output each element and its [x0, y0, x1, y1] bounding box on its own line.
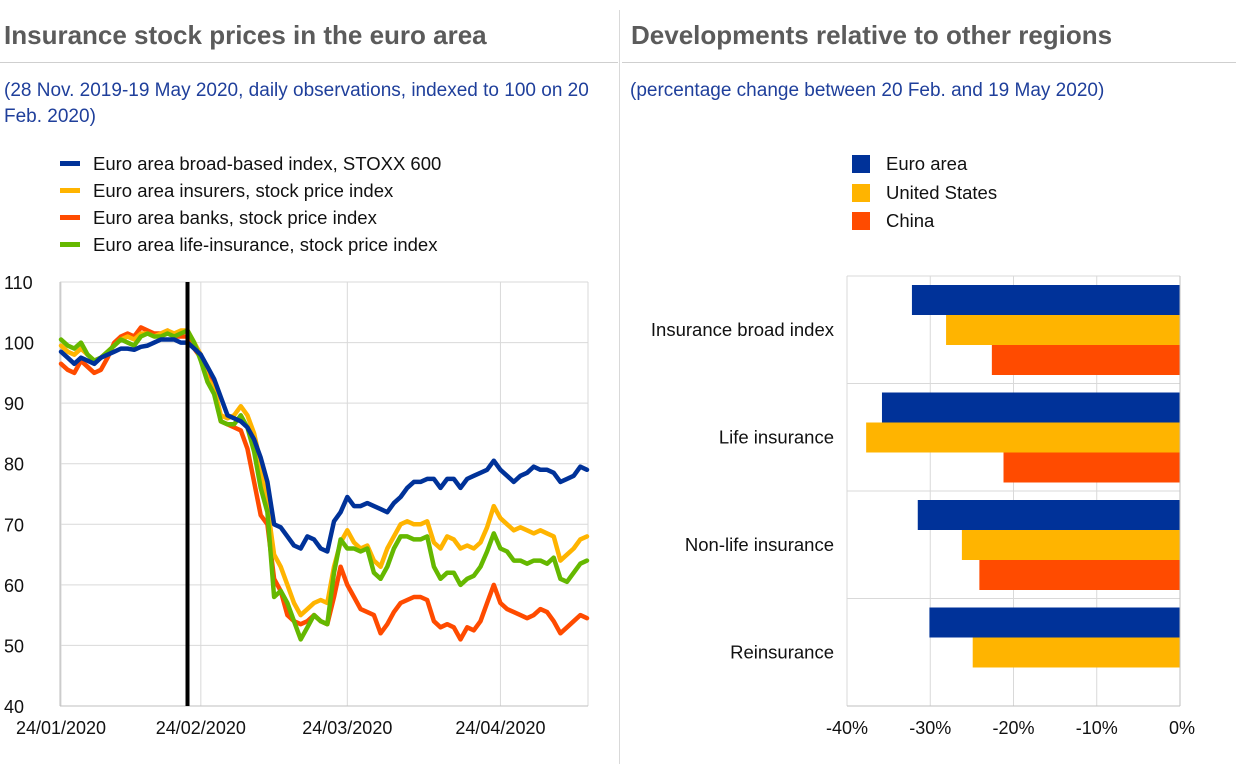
right-title-rule [622, 62, 1236, 63]
series-line-life [58, 328, 590, 642]
x-tick-label: 0% [1169, 718, 1195, 738]
legend-item-banks: Euro area banks, stock price index [60, 204, 441, 231]
bar [991, 345, 1180, 375]
bar [961, 530, 1180, 560]
series-line-insurers [58, 328, 590, 618]
y-tick-label: 40 [4, 697, 24, 717]
legend-label: Euro area insurers, stock price index [93, 179, 394, 201]
category-label: Reinsurance [730, 641, 834, 662]
legend-swatch [60, 188, 80, 193]
legend-item-2: China [852, 207, 997, 236]
legend-swatch [852, 183, 870, 202]
legend-swatch [60, 242, 80, 247]
legend-item-1: United States [852, 179, 997, 208]
left-panel: Insurance stock prices in the euro area … [0, 0, 618, 764]
x-tick-label: -30% [909, 718, 951, 738]
legend-item-broad: Euro area broad-based index, STOXX 600 [60, 150, 441, 177]
bar [972, 637, 1180, 668]
left-chart-title: Insurance stock prices in the euro area [4, 20, 487, 50]
y-tick-label: 50 [4, 636, 24, 656]
right-chart-subtitle: (percentage change between 20 Feb. and 1… [630, 80, 1105, 101]
right-panel: Developments relative to other regions (… [622, 0, 1240, 764]
left-chart-subtitle: (28 Nov. 2019-19 May 2020, daily observa… [4, 80, 589, 127]
x-tick-label: 24/03/2020 [302, 718, 392, 738]
legend-swatch [60, 215, 80, 220]
bar [979, 560, 1180, 590]
bar [946, 315, 1180, 345]
legend-label: China [886, 210, 935, 232]
legend-label: Euro area life-insurance, stock price in… [93, 233, 438, 255]
legend-item-0: Euro area [852, 150, 997, 179]
series-line-broad [58, 337, 590, 554]
bar-chart: -40% -30% -20% -10% 0% Insurance broad index L… [651, 275, 1195, 738]
bar [866, 422, 1180, 453]
x-tick-label: 24/02/2020 [156, 718, 246, 738]
bar [1003, 452, 1180, 483]
x-tick-label: 24/01/2020 [16, 718, 106, 738]
x-tick-label: -40% [826, 718, 868, 738]
y-tick-label: 60 [4, 576, 24, 596]
panel-divider [619, 10, 620, 764]
y-tick-label: 70 [4, 515, 24, 535]
legend-label: Euro area banks, stock price index [93, 206, 377, 228]
legend-swatch [852, 155, 870, 174]
category-label: Non-life insurance [685, 534, 834, 555]
bar [917, 500, 1180, 530]
category-label: Life insurance [719, 426, 834, 447]
legend-label: Euro area broad-based index, STOXX 600 [93, 152, 442, 174]
y-tick-label: 100 [4, 334, 34, 354]
legend-swatch [852, 212, 870, 231]
legend-item-life: Euro area life-insurance, stock price in… [60, 231, 441, 258]
y-tick-label: 110 [4, 273, 33, 293]
y-tick-label: 90 [4, 394, 24, 414]
line-chart: 40 50 60 70 80 90 100 110 24/01/2020 24/02/2020 24… [4, 273, 590, 738]
bar-chart-legend: Euro area United States China [852, 150, 997, 236]
x-tick-label: -10% [1076, 718, 1118, 738]
right-chart-title: Developments relative to other regions [631, 20, 1113, 50]
series-line-banks [58, 325, 590, 642]
y-tick-label: 80 [4, 455, 24, 475]
bar [881, 392, 1180, 423]
legend-label: United States [886, 181, 998, 203]
bar [911, 285, 1180, 315]
x-tick-label: -20% [992, 718, 1034, 738]
left-title-rule [0, 62, 618, 63]
legend-item-insurers: Euro area insurers, stock price index [60, 177, 441, 204]
bar [929, 607, 1180, 638]
line-chart-legend: Euro area broad-based index, STOXX 600 Eu… [60, 150, 441, 258]
category-label: Insurance broad index [651, 319, 835, 340]
x-tick-label: 24/04/2020 [455, 718, 545, 738]
legend-label: Euro area [886, 153, 968, 175]
legend-swatch [60, 161, 80, 166]
